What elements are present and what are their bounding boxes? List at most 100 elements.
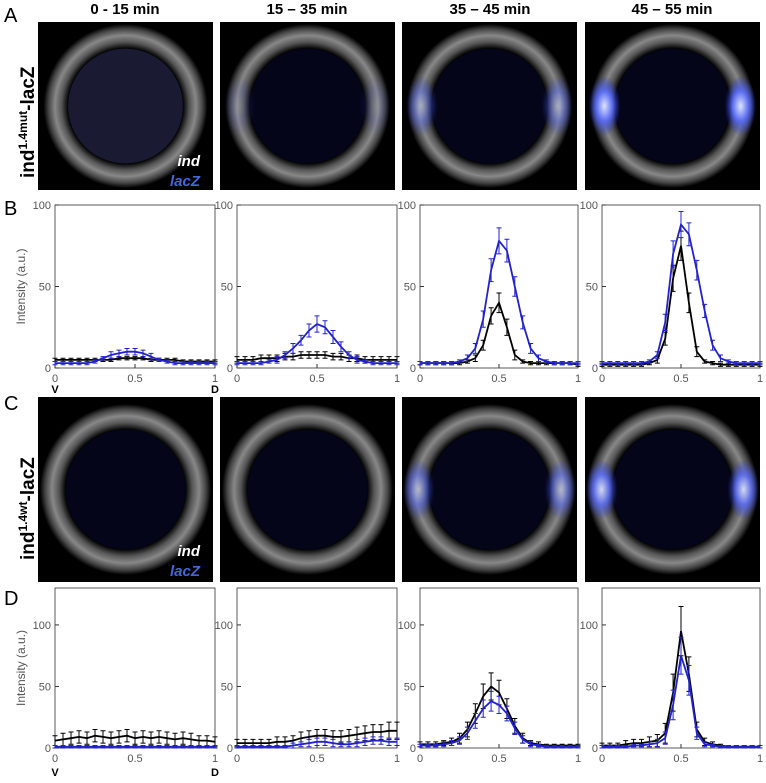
embryo-interior bbox=[68, 48, 183, 164]
error-bar bbox=[298, 351, 304, 359]
error-bar bbox=[520, 735, 526, 744]
error-bar bbox=[92, 745, 98, 749]
error-bar bbox=[710, 360, 716, 366]
error-bar bbox=[378, 360, 384, 366]
error-bar bbox=[567, 360, 573, 366]
error-bar bbox=[504, 318, 510, 336]
error-bar bbox=[60, 360, 66, 366]
error-bar bbox=[417, 743, 423, 748]
error-bar bbox=[575, 745, 581, 749]
embryo-interior bbox=[615, 48, 730, 164]
error-bar bbox=[599, 745, 605, 749]
error-bar bbox=[290, 343, 296, 354]
error-bar bbox=[631, 743, 637, 748]
error-bar bbox=[76, 730, 82, 744]
error-bar bbox=[725, 745, 731, 749]
error-bar bbox=[132, 356, 138, 361]
error-bar bbox=[623, 745, 629, 749]
error-bar bbox=[615, 745, 621, 749]
error-bar bbox=[702, 359, 708, 364]
error-bar bbox=[354, 356, 360, 364]
error-bar bbox=[164, 731, 170, 745]
error-bar bbox=[60, 745, 66, 749]
error-bar bbox=[306, 351, 312, 359]
error-bar bbox=[702, 303, 708, 318]
error-bar bbox=[108, 731, 114, 745]
image-legend: lacZ bbox=[170, 173, 201, 190]
error-bar bbox=[749, 360, 755, 366]
error-bar bbox=[488, 307, 494, 325]
error-bar bbox=[84, 745, 90, 749]
column-header: 0 - 15 min bbox=[90, 1, 159, 18]
error-bar bbox=[156, 745, 162, 749]
error-bar bbox=[322, 351, 328, 359]
error-bar bbox=[662, 313, 668, 332]
error-bar bbox=[575, 360, 581, 366]
error-bar bbox=[528, 741, 534, 748]
x-tick-label: 1 bbox=[575, 753, 581, 765]
error-bar bbox=[718, 745, 723, 749]
image-legend: ind bbox=[178, 543, 201, 560]
error-bar bbox=[386, 360, 392, 366]
chart: 0 50 100 0 0.5 1 bbox=[580, 587, 763, 765]
x-tick-label: 0 bbox=[52, 373, 58, 385]
error-bar bbox=[346, 741, 352, 748]
panel-letter: B bbox=[4, 198, 17, 220]
error-bar bbox=[741, 745, 747, 749]
error-bar bbox=[607, 360, 613, 366]
panel-letter: D bbox=[4, 588, 18, 610]
error-bar bbox=[306, 738, 312, 748]
y-tick-label: 0 bbox=[410, 743, 416, 755]
microscopy-images bbox=[38, 22, 760, 582]
error-bar bbox=[504, 238, 510, 263]
error-bar bbox=[464, 726, 470, 740]
y-tick-label: 50 bbox=[221, 681, 233, 693]
error-bar bbox=[298, 334, 304, 346]
error-bar bbox=[646, 359, 652, 364]
error-bar bbox=[362, 737, 368, 747]
lacz-signal bbox=[359, 76, 392, 136]
x-tick-label: 0 bbox=[234, 753, 240, 765]
y-tick-label: 100 bbox=[580, 200, 598, 212]
error-bar bbox=[68, 745, 74, 749]
error-bar bbox=[702, 741, 708, 748]
error-bar bbox=[172, 360, 178, 366]
error-bar bbox=[100, 745, 106, 749]
chart: 0 50 100 0 0.5 1 Intensity (a.u.) bbox=[14, 587, 218, 765]
error-bar bbox=[496, 227, 502, 255]
embryo-interior bbox=[65, 429, 186, 550]
error-bar bbox=[100, 730, 106, 744]
y-tick-label: 100 bbox=[33, 200, 51, 212]
error-bar bbox=[686, 222, 692, 247]
error-bar bbox=[322, 737, 328, 747]
error-bar bbox=[124, 745, 130, 749]
row-label: ind1.4wt-lacZ bbox=[16, 457, 39, 560]
error-bar bbox=[433, 743, 439, 748]
error-bar bbox=[496, 695, 502, 715]
error-bar bbox=[346, 351, 352, 359]
error-bar bbox=[92, 359, 98, 364]
y-tick-label: 100 bbox=[215, 200, 233, 212]
error-bar bbox=[188, 745, 194, 749]
x-tick-label: 0.5 bbox=[127, 373, 142, 385]
error-bar bbox=[496, 292, 502, 314]
error-bar bbox=[472, 354, 478, 362]
error-bar bbox=[694, 726, 700, 740]
error-bar bbox=[757, 360, 763, 366]
lacz-signal bbox=[727, 459, 760, 520]
y-tick-label: 0 bbox=[592, 743, 598, 755]
error-bar bbox=[623, 360, 629, 366]
error-bar bbox=[378, 736, 384, 745]
error-bar bbox=[370, 736, 376, 745]
error-bar bbox=[266, 745, 272, 749]
lacz-signal bbox=[223, 76, 256, 136]
error-bar bbox=[710, 339, 716, 351]
error-bar bbox=[242, 745, 248, 749]
y-tick-label: 100 bbox=[215, 620, 233, 632]
error-bar bbox=[180, 731, 186, 745]
image-legend: ind bbox=[178, 153, 201, 170]
chart: 0 50 100 0 0.5 1 bbox=[580, 200, 763, 385]
embryo-interior bbox=[247, 429, 368, 550]
orientation-label: V bbox=[51, 767, 59, 779]
